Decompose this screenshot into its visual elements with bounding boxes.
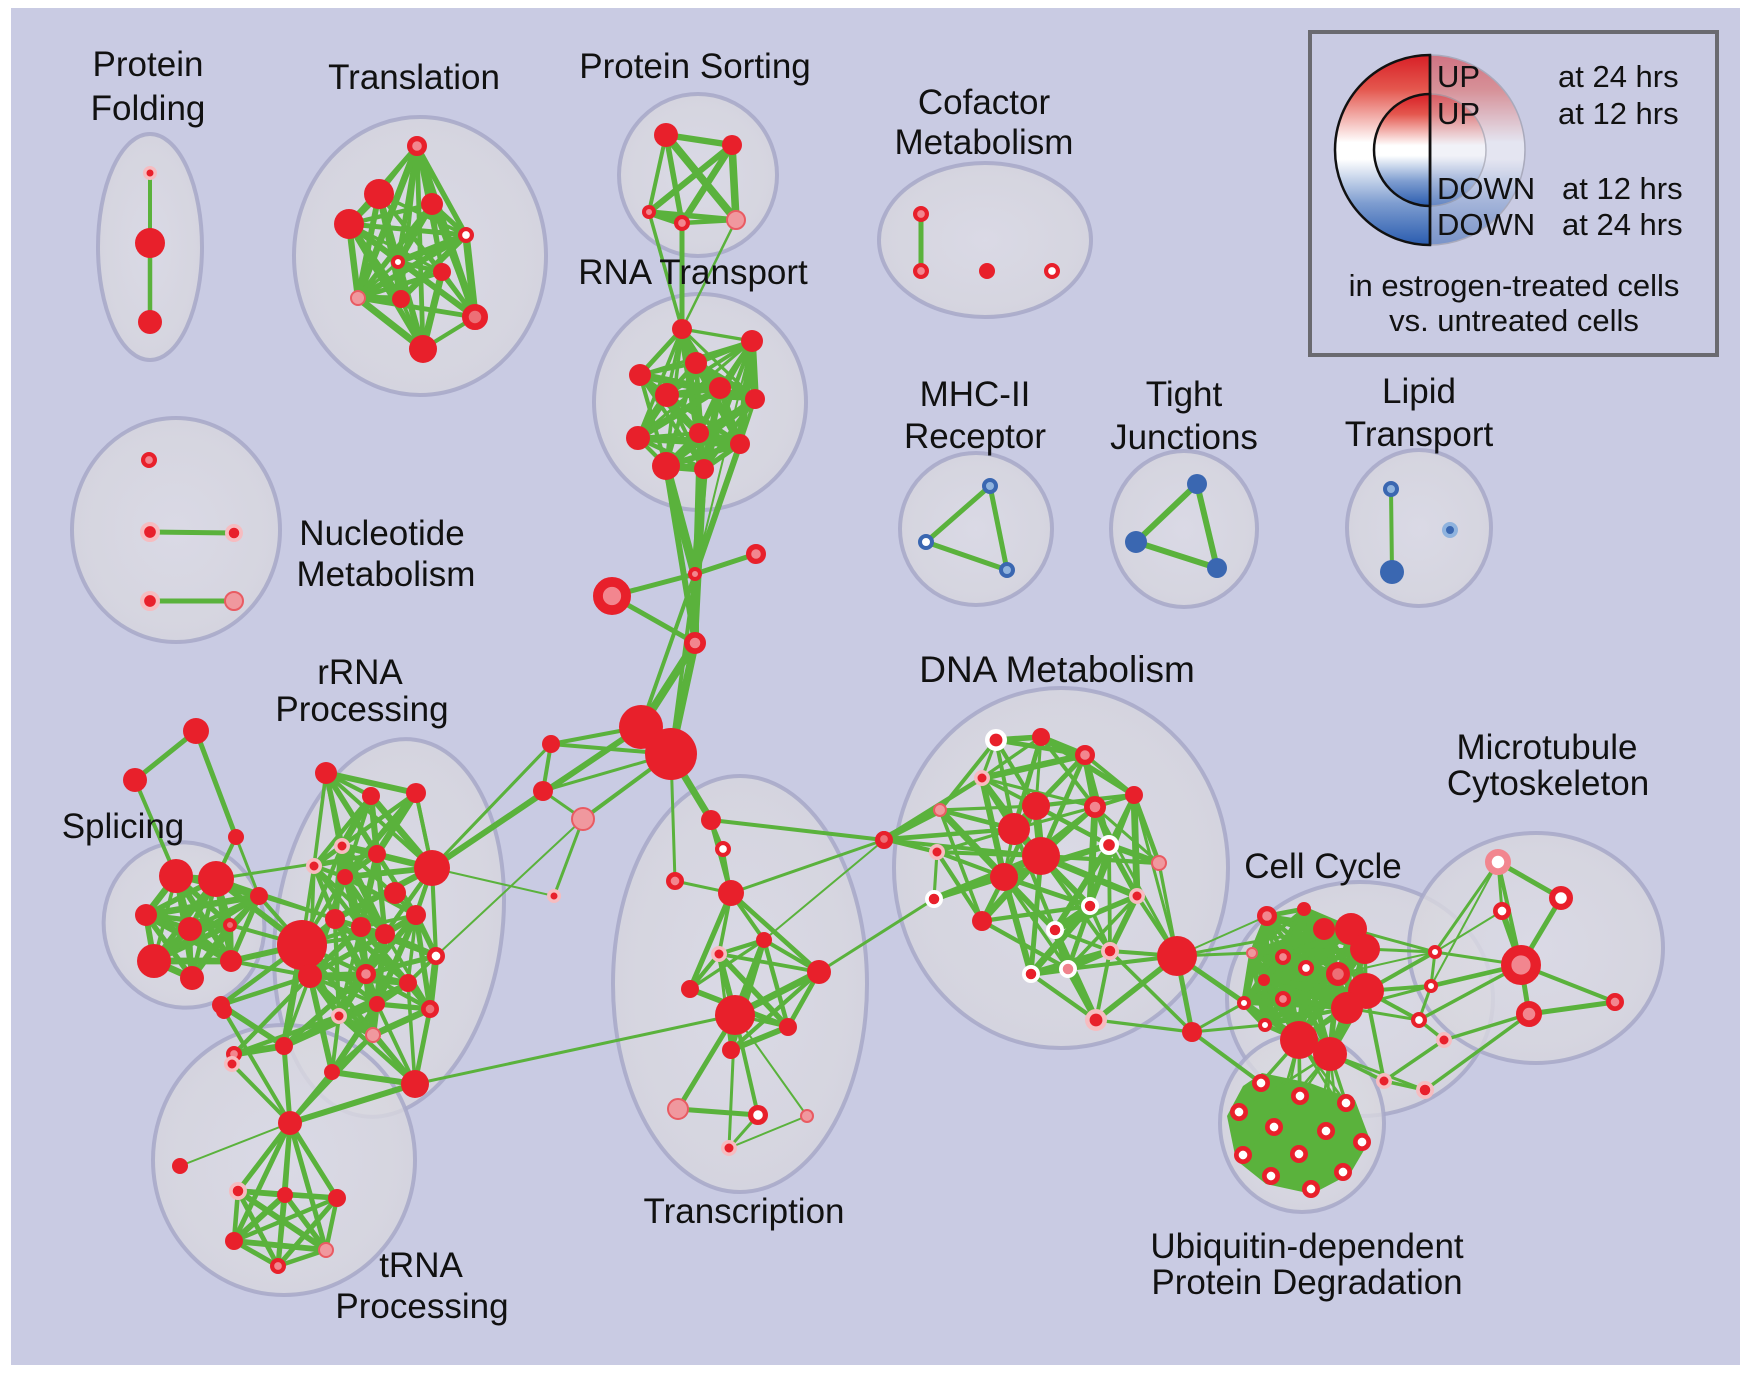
svg-text:Cytoskeleton: Cytoskeleton — [1447, 764, 1649, 803]
svg-text:at 24 hrs: at 24 hrs — [1562, 207, 1683, 242]
svg-text:Ubiquitin-dependent: Ubiquitin-dependent — [1150, 1227, 1464, 1266]
svg-text:Receptor: Receptor — [904, 417, 1046, 456]
svg-text:Folding: Folding — [91, 89, 206, 128]
svg-text:rRNA: rRNA — [317, 653, 403, 692]
svg-text:Protein Degradation: Protein Degradation — [1151, 1263, 1462, 1302]
svg-text:Splicing: Splicing — [62, 807, 185, 846]
svg-text:at 24 hrs: at 24 hrs — [1558, 59, 1679, 94]
svg-text:tRNA: tRNA — [379, 1246, 463, 1285]
svg-text:UP: UP — [1437, 59, 1480, 94]
svg-text:Cofactor: Cofactor — [918, 83, 1051, 122]
svg-text:Lipid: Lipid — [1382, 372, 1456, 411]
svg-text:Microtubule: Microtubule — [1457, 728, 1638, 767]
svg-text:DOWN: DOWN — [1437, 171, 1535, 206]
svg-text:DOWN: DOWN — [1437, 207, 1535, 242]
svg-text:Nucleotide: Nucleotide — [299, 514, 464, 553]
svg-text:vs. untreated cells: vs. untreated cells — [1389, 303, 1639, 338]
svg-text:Tight: Tight — [1146, 375, 1223, 414]
svg-text:Metabolism: Metabolism — [895, 123, 1074, 162]
svg-text:Metabolism: Metabolism — [297, 555, 476, 594]
svg-text:Transcription: Transcription — [644, 1192, 845, 1231]
svg-text:MHC-II: MHC-II — [920, 375, 1031, 414]
svg-text:Translation: Translation — [328, 58, 500, 97]
svg-text:Transport: Transport — [1345, 415, 1494, 454]
svg-text:in estrogen-treated cells: in estrogen-treated cells — [1349, 268, 1680, 303]
svg-text:Cell Cycle: Cell Cycle — [1244, 847, 1402, 886]
svg-text:Junctions: Junctions — [1110, 418, 1258, 457]
svg-text:at 12 hrs: at 12 hrs — [1558, 96, 1679, 131]
svg-text:at 12 hrs: at 12 hrs — [1562, 171, 1683, 206]
svg-text:DNA Metabolism: DNA Metabolism — [919, 649, 1195, 690]
svg-text:Protein Sorting: Protein Sorting — [579, 47, 811, 86]
svg-text:RNA Transport: RNA Transport — [578, 253, 808, 292]
svg-text:Processing: Processing — [275, 690, 448, 729]
svg-text:Processing: Processing — [335, 1287, 508, 1326]
svg-text:UP: UP — [1437, 96, 1480, 131]
svg-text:Protein: Protein — [93, 45, 204, 84]
